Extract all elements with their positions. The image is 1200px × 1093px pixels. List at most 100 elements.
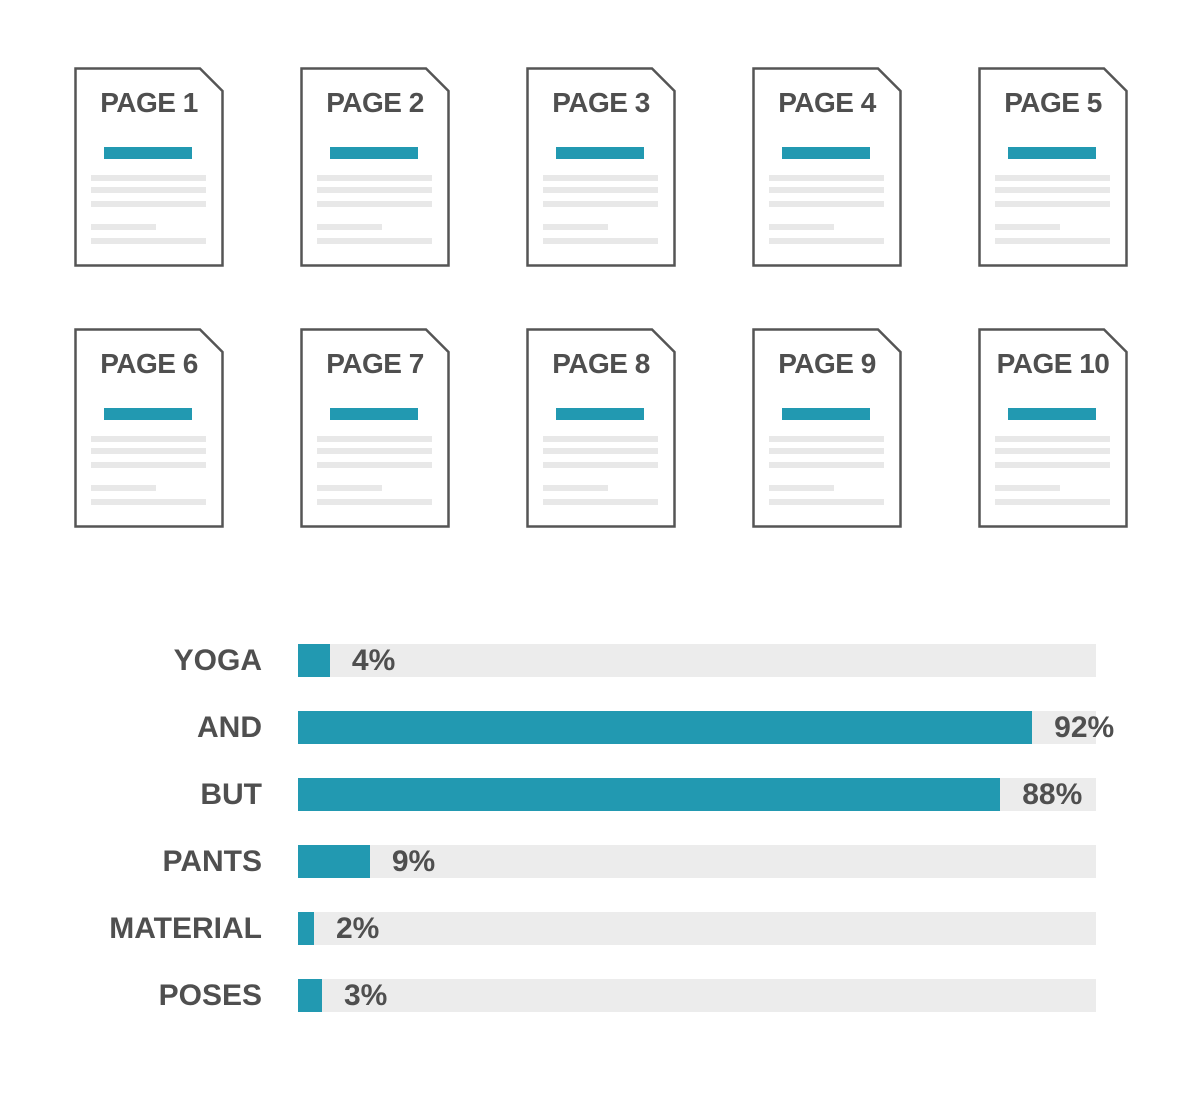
document-icon	[300, 328, 450, 528]
page-heading-bar	[104, 147, 192, 159]
category-label: YOGA	[173, 644, 262, 677]
page-text-placeholder	[317, 201, 432, 207]
bar-track	[298, 845, 1096, 878]
bar	[298, 644, 330, 677]
page-label: PAGE 4	[778, 87, 876, 118]
page-outline	[526, 67, 676, 267]
bar-track	[298, 979, 1096, 1012]
page-text-placeholder	[995, 238, 1110, 244]
bar-track	[298, 644, 1096, 677]
page-heading-bar	[782, 408, 870, 420]
page-text-placeholder	[769, 485, 834, 491]
category-label: BUT	[200, 778, 262, 811]
page-text-placeholder	[91, 238, 206, 244]
page-label: PAGE 3	[552, 87, 650, 118]
document-icon	[74, 67, 224, 267]
document-icon	[978, 328, 1128, 528]
category-label: AND	[197, 711, 262, 744]
page-text-placeholder	[995, 485, 1060, 491]
bar-track	[298, 711, 1096, 744]
page-outline	[300, 67, 450, 267]
page-text-placeholder	[543, 436, 658, 442]
page-text-placeholder	[543, 499, 658, 505]
page-text-placeholder	[995, 499, 1110, 505]
page-text-placeholder	[91, 485, 156, 491]
page-text-placeholder	[91, 499, 206, 505]
page-text-placeholder	[317, 224, 382, 230]
page-outline	[74, 67, 224, 267]
page-text-placeholder	[995, 448, 1110, 454]
page-text-placeholder	[91, 462, 206, 468]
page-outline	[300, 328, 450, 528]
document-icon	[978, 67, 1128, 267]
page-text-placeholder	[317, 448, 432, 454]
document-icon	[752, 328, 902, 528]
bar	[298, 711, 1033, 744]
page-text-placeholder	[769, 175, 884, 181]
page-text-placeholder	[995, 187, 1110, 193]
page-text-placeholder	[543, 187, 658, 193]
bar-value-label: 4%	[351, 644, 396, 677]
bar-value-label: 88%	[1022, 778, 1083, 811]
pages-grid: PAGE 1 PAGE 2 PAGE 3 PAGE 4 PAGE 5 PAGE 6 PAGE…	[74, 67, 1128, 528]
page-label: PAGE 2	[326, 87, 424, 118]
page-outline	[526, 328, 676, 528]
page-thumbnail: PAGE 3	[526, 67, 676, 267]
page-text-placeholder	[995, 175, 1110, 181]
page-text-placeholder	[543, 201, 658, 207]
page-text-placeholder	[995, 462, 1110, 468]
bar-track	[298, 912, 1096, 945]
page-text-placeholder	[91, 224, 156, 230]
page-outline	[752, 328, 902, 528]
bar	[298, 979, 322, 1012]
document-icon	[74, 328, 224, 528]
page-text-placeholder	[769, 224, 834, 230]
page-text-placeholder	[317, 485, 382, 491]
page-text-placeholder	[543, 238, 658, 244]
category-label: MATERIAL	[109, 912, 262, 945]
page-text-placeholder	[91, 187, 206, 193]
bar-track	[298, 778, 1096, 811]
page-outline	[752, 67, 902, 267]
page-text-placeholder	[769, 462, 884, 468]
bar	[298, 845, 370, 878]
page-thumbnail: PAGE 4	[752, 67, 902, 267]
page-text-placeholder	[769, 499, 884, 505]
category-label: PANTS	[162, 845, 262, 878]
page-text-placeholder	[91, 448, 206, 454]
page-text-placeholder	[769, 201, 884, 207]
page-text-placeholder	[317, 175, 432, 181]
document-icon	[300, 67, 450, 267]
page-thumbnail: PAGE 10	[978, 328, 1128, 528]
page-thumbnail: PAGE 6	[74, 328, 224, 528]
page-thumbnail: PAGE 7	[300, 328, 450, 528]
page-label: PAGE 7	[326, 348, 424, 379]
bar	[298, 912, 314, 945]
page-thumbnail: PAGE 2	[300, 67, 450, 267]
page-text-placeholder	[317, 436, 432, 442]
bar-value-label: 2%	[335, 912, 380, 945]
page-outline	[74, 328, 224, 528]
page-text-placeholder	[317, 462, 432, 468]
page-outline	[978, 328, 1128, 528]
page-text-placeholder	[317, 499, 432, 505]
document-icon	[526, 328, 676, 528]
document-icon	[752, 67, 902, 267]
page-heading-bar	[556, 408, 644, 420]
category-label: POSES	[158, 979, 262, 1012]
page-text-placeholder	[91, 201, 206, 207]
page-label: PAGE 9	[778, 348, 876, 379]
page-text-placeholder	[317, 187, 432, 193]
page-thumbnail: PAGE 5	[978, 67, 1128, 267]
page-outline	[978, 67, 1128, 267]
page-text-placeholder	[769, 187, 884, 193]
page-text-placeholder	[995, 436, 1110, 442]
bar	[298, 778, 1001, 811]
page-heading-bar	[104, 408, 192, 420]
page-text-placeholder	[543, 485, 608, 491]
page-text-placeholder	[543, 448, 658, 454]
page-label: PAGE 6	[100, 348, 198, 379]
page-text-placeholder	[543, 175, 658, 181]
page-heading-bar	[330, 147, 418, 159]
bar-value-label: 92%	[1054, 711, 1115, 744]
